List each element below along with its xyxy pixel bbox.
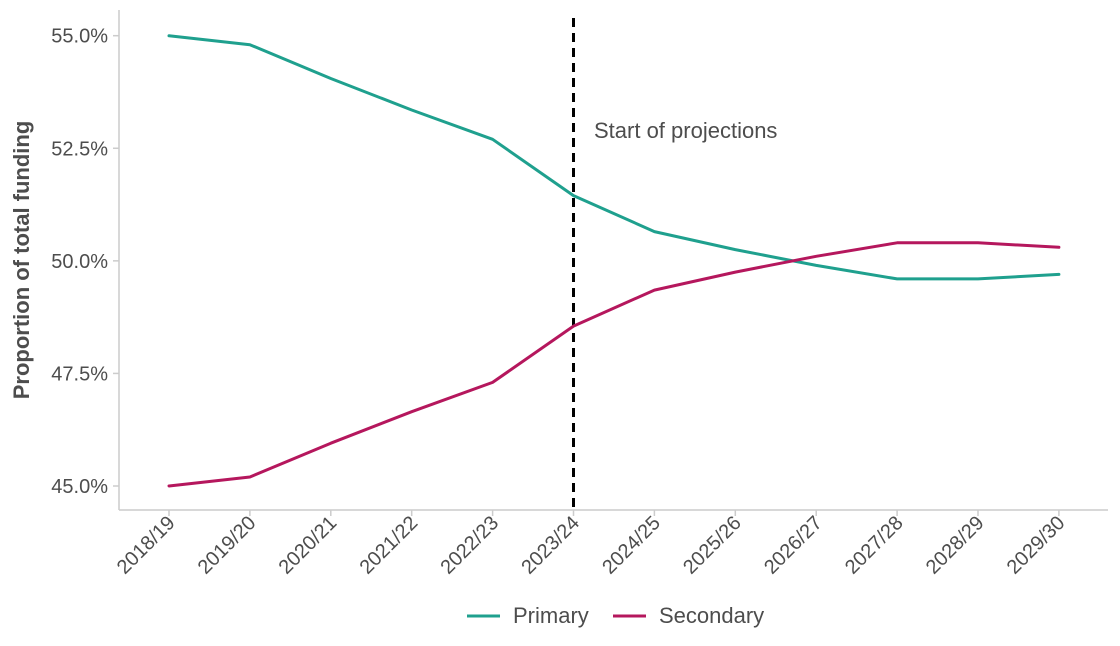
axes [118, 10, 1108, 511]
y-ticks: 45.0% 47.5% 50.0% 52.5% 55.0% [51, 26, 119, 498]
series-line-secondary [167, 241, 1061, 488]
series-line-primary [167, 34, 1061, 281]
y-axis-title: Proportion of total funding [9, 121, 34, 400]
legend-label-secondary: Secondary [659, 603, 764, 628]
x-tick-label: 2025/26 [679, 512, 746, 579]
x-tick-label: 2018/19 [113, 512, 180, 579]
y-tick-label: 55.0% [51, 26, 108, 48]
series-lines [167, 34, 1061, 488]
x-ticks: 2018/19 2019/20 2020/21 2021/22 2022/23 2023/… [113, 510, 1070, 579]
x-tick-label: 2029/30 [1003, 512, 1070, 579]
y-tick-label: 47.5% [51, 363, 108, 385]
x-tick-label: 2021/22 [356, 512, 423, 579]
x-tick-label: 2027/28 [841, 512, 908, 579]
x-tick-label: 2024/25 [598, 512, 665, 579]
y-tick-label: 45.0% [51, 476, 108, 498]
x-tick-label: 2026/27 [760, 512, 827, 579]
x-tick-label: 2019/20 [194, 512, 261, 579]
x-tick-label: 2028/29 [922, 512, 989, 579]
x-tick-label: 2022/23 [436, 512, 503, 579]
x-tick-label: 2023/24 [517, 512, 584, 579]
legend-label-primary: Primary [513, 603, 589, 628]
y-tick-label: 52.5% [51, 138, 108, 160]
x-tick-label: 2020/21 [275, 512, 342, 579]
y-tick-label: 50.0% [51, 251, 108, 273]
legend: Primary Secondary [467, 603, 764, 628]
start-of-projections-label: Start of projections [594, 118, 777, 143]
